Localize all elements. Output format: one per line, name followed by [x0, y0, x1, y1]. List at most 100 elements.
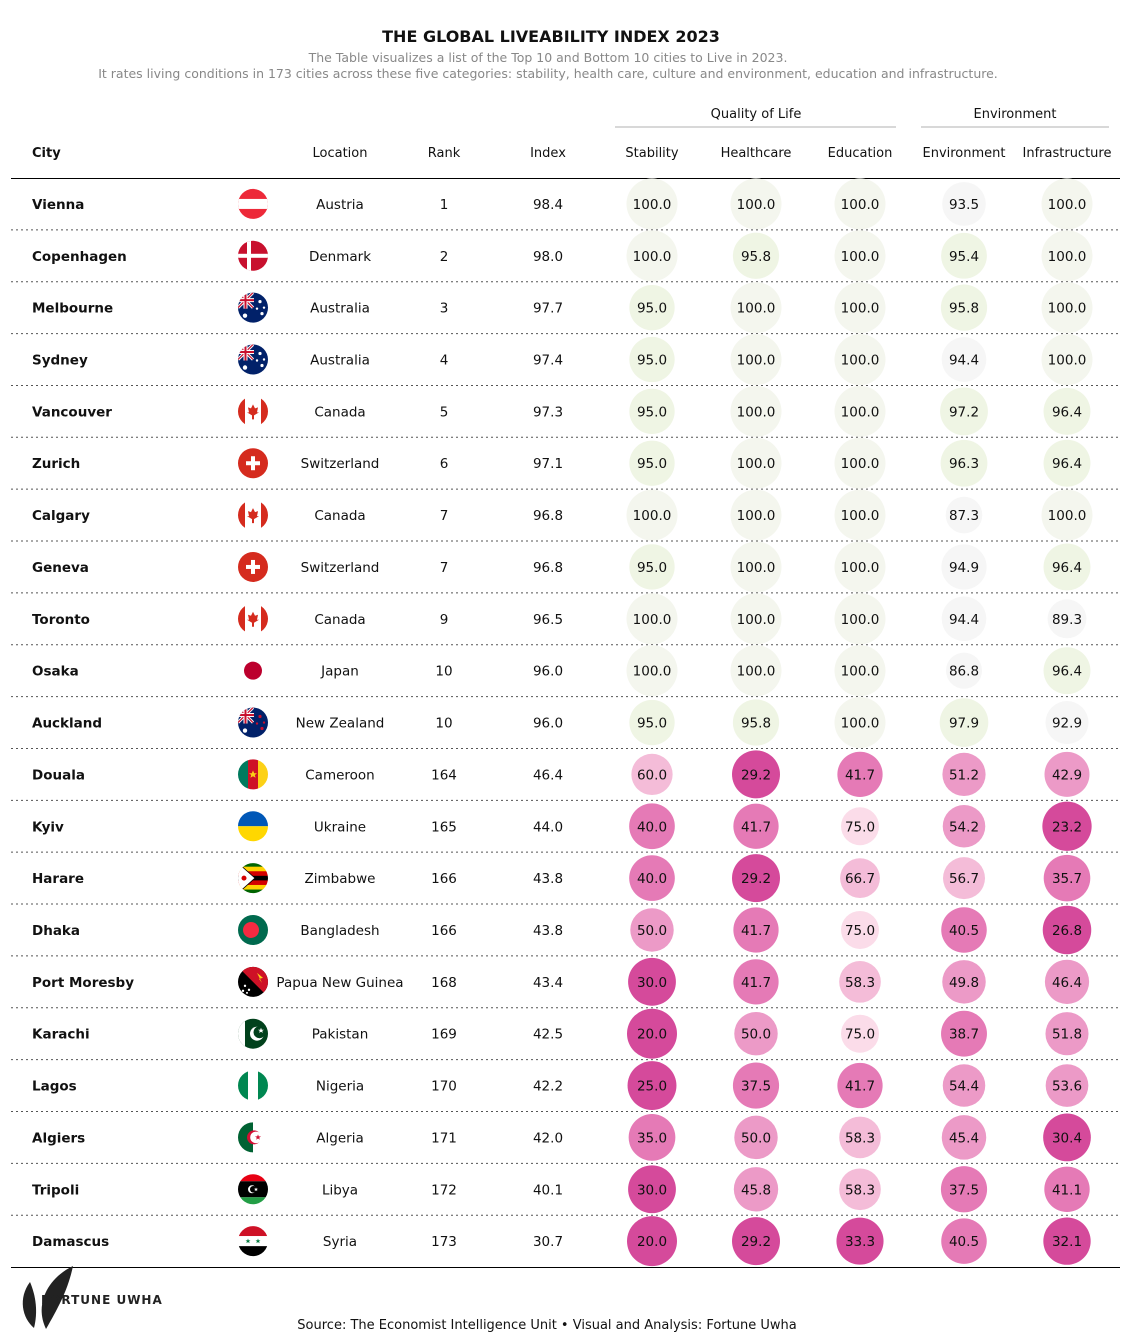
- score-value-education: 100.0: [841, 456, 880, 472]
- column-header-location: Location: [313, 146, 368, 161]
- table-row: Copenhagen Denmark 2 98.0 100.0 95.8 100.0 95.4…: [32, 230, 1093, 282]
- zimbabwe-flag: [238, 863, 268, 894]
- score-value-environment: 97.2: [949, 404, 979, 420]
- score-bubble-environment: [942, 752, 986, 796]
- cell-location: Australia: [310, 353, 370, 369]
- score-value-stability: 100.0: [633, 664, 672, 680]
- table-row: Toronto Canada 9 96.5 100.0 100.0 100.0 94.4 89.…: [32, 593, 1087, 645]
- cell-rank: 4: [440, 353, 449, 369]
- score-value-infrastructure: 96.4: [1052, 664, 1082, 680]
- score-bubble-education: [834, 437, 886, 489]
- cell-rank: 6: [440, 456, 449, 472]
- score-value-education: 100.0: [841, 301, 880, 317]
- switzerland-flag: [238, 551, 268, 582]
- cell-index: 96.8: [533, 560, 563, 576]
- score-value-education: 100.0: [841, 353, 880, 369]
- score-bubble-environment: [940, 284, 988, 331]
- score-bubble-infrastructure: [1044, 751, 1090, 797]
- cell-index: 97.1: [533, 456, 563, 472]
- score-value-healthcare: 100.0: [737, 560, 776, 576]
- cell-city: Sydney: [32, 353, 88, 369]
- score-value-stability: 60.0: [637, 767, 667, 783]
- cell-city: Zurich: [32, 456, 80, 472]
- score-value-education: 75.0: [845, 819, 875, 835]
- cell-index: 98.4: [533, 197, 563, 213]
- cell-location: Bangladesh: [300, 923, 379, 939]
- cell-location: Canada: [314, 612, 365, 628]
- score-bubble-stability: [626, 489, 678, 541]
- cell-city: Damascus: [32, 1234, 109, 1250]
- score-value-healthcare: 41.7: [741, 923, 771, 939]
- score-bubble-stability: [629, 440, 675, 486]
- score-value-environment: 94.4: [949, 612, 979, 628]
- cell-index: 43.8: [533, 923, 563, 939]
- score-value-healthcare: 45.8: [741, 1182, 771, 1198]
- table-row: Douala Cameroon 164 46.4 60.0 29.2 41.7 51.2 42.…: [32, 750, 1090, 799]
- score-bubble-environment: [942, 1064, 986, 1107]
- column-header-rank: Rank: [428, 146, 461, 161]
- cell-location: Pakistan: [312, 1027, 369, 1043]
- score-bubble-infrastructure: [1041, 489, 1093, 541]
- score-bubble-healthcare: [733, 907, 779, 953]
- score-value-healthcare: 95.8: [741, 249, 771, 265]
- cell-index: 96.8: [533, 508, 563, 524]
- score-bubble-education: [841, 807, 879, 846]
- cell-index: 96.5: [533, 612, 563, 628]
- score-value-healthcare: 95.8: [741, 716, 771, 732]
- leaf-logo-icon-small: [22, 1282, 37, 1328]
- cell-city: Dhaka: [32, 923, 80, 939]
- cell-rank: 9: [440, 612, 449, 628]
- score-value-healthcare: 100.0: [737, 353, 776, 369]
- cell-location: Nigeria: [316, 1079, 364, 1095]
- cell-index: 40.1: [533, 1182, 563, 1198]
- score-bubble-stability: [629, 699, 675, 746]
- table-row: Lagos Nigeria 170 42.2 25.0 37.5 41.7 54.4 53.6: [32, 1061, 1089, 1111]
- score-value-environment: 54.2: [949, 819, 979, 835]
- score-bubble-education: [834, 230, 886, 282]
- score-bubble-environment: [942, 960, 986, 1004]
- score-value-stability: 100.0: [633, 197, 672, 213]
- score-bubble-stability: [630, 908, 674, 952]
- score-value-healthcare: 29.2: [741, 871, 771, 887]
- cell-location: Libya: [322, 1182, 358, 1198]
- cell-location: Syria: [323, 1234, 357, 1250]
- score-value-education: 100.0: [841, 249, 880, 265]
- cell-index: 96.0: [533, 664, 563, 680]
- table-row: Tripoli Libya 172 40.1 30.0 45.8 58.3 37.5 41.1: [32, 1165, 1090, 1214]
- cell-index: 44.0: [533, 819, 563, 835]
- score-value-education: 100.0: [841, 197, 880, 213]
- group-header-quality-of-life: Quality of Life: [711, 107, 802, 122]
- score-value-education: 75.0: [845, 1027, 875, 1043]
- score-bubble-education: [836, 1217, 884, 1265]
- score-value-infrastructure: 26.8: [1052, 923, 1082, 939]
- score-bubble-stability: [629, 544, 675, 590]
- score-value-education: 58.3: [845, 975, 875, 991]
- cell-city: Kyiv: [32, 819, 64, 835]
- cell-rank: 170: [431, 1079, 457, 1095]
- cell-location: Australia: [310, 301, 370, 317]
- score-bubble-education: [834, 334, 886, 386]
- score-value-healthcare: 100.0: [737, 664, 776, 680]
- cell-index: 98.0: [533, 249, 563, 265]
- australia-flag: [238, 292, 268, 323]
- score-value-environment: 38.7: [949, 1027, 979, 1043]
- cell-city: Tripoli: [32, 1182, 79, 1198]
- score-bubble-infrastructure: [1043, 1113, 1091, 1162]
- score-bubble-infrastructure: [1047, 599, 1087, 639]
- score-bubble-infrastructure: [1043, 854, 1091, 902]
- table-row: Damascus Syria 173 30.7 20.0 29.2 33.3 40.5 32.1: [32, 1216, 1091, 1267]
- column-headers: City Location Rank Index Stability Healthcare…: [32, 146, 1111, 161]
- score-bubble-healthcare: [732, 750, 780, 799]
- algeria-flag: [238, 1122, 268, 1153]
- cell-location: Zimbabwe: [305, 871, 376, 887]
- group-header-environment: Environment: [973, 107, 1056, 122]
- canada-flag: [238, 396, 268, 427]
- cell-rank: 171: [431, 1130, 457, 1146]
- score-value-environment: 45.4: [949, 1130, 979, 1146]
- score-bubble-infrastructure: [1045, 1012, 1089, 1056]
- score-value-environment: 93.5: [949, 197, 979, 213]
- score-bubble-stability: [626, 593, 678, 645]
- score-value-infrastructure: 100.0: [1048, 353, 1087, 369]
- table-row: Osaka Japan 10 96.0 100.0 100.0 100.0 86.8 96.4: [32, 645, 1091, 697]
